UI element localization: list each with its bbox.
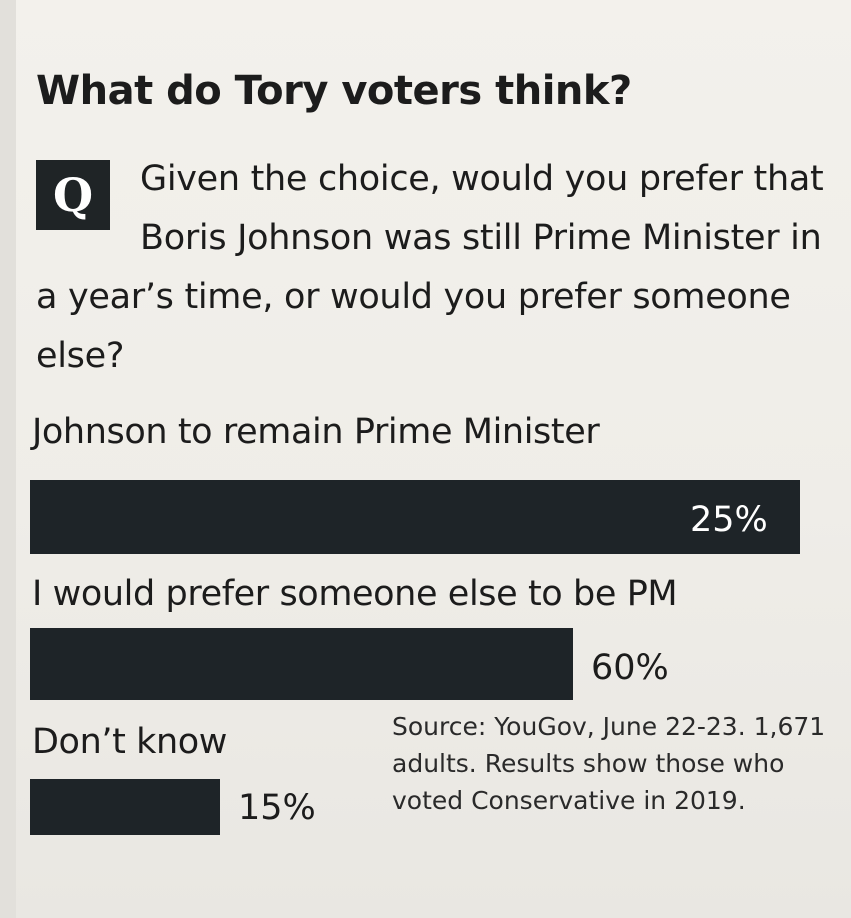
value-label-1: 60% — [591, 648, 669, 688]
category-label-1: I would prefer someone else to be PM — [32, 574, 678, 614]
question-badge: Q — [36, 160, 110, 230]
value-label-2: 15% — [238, 788, 316, 828]
category-label-0: Johnson to remain Prime Minister — [32, 412, 600, 452]
chart-title: What do Tory voters think? — [36, 68, 632, 114]
bar-1 — [30, 628, 573, 700]
bar-0 — [30, 480, 800, 554]
source-note: Source: YouGov, June 22-23. 1,671 adults… — [392, 712, 826, 815]
value-label-0: 25% — [690, 500, 768, 540]
bar-2 — [30, 779, 220, 835]
question-badge-letter: Q — [52, 168, 94, 222]
question-text: Given the choice, would you prefer that … — [36, 159, 824, 376]
category-label-2: Don’t know — [32, 722, 228, 762]
page-edge — [0, 0, 16, 918]
